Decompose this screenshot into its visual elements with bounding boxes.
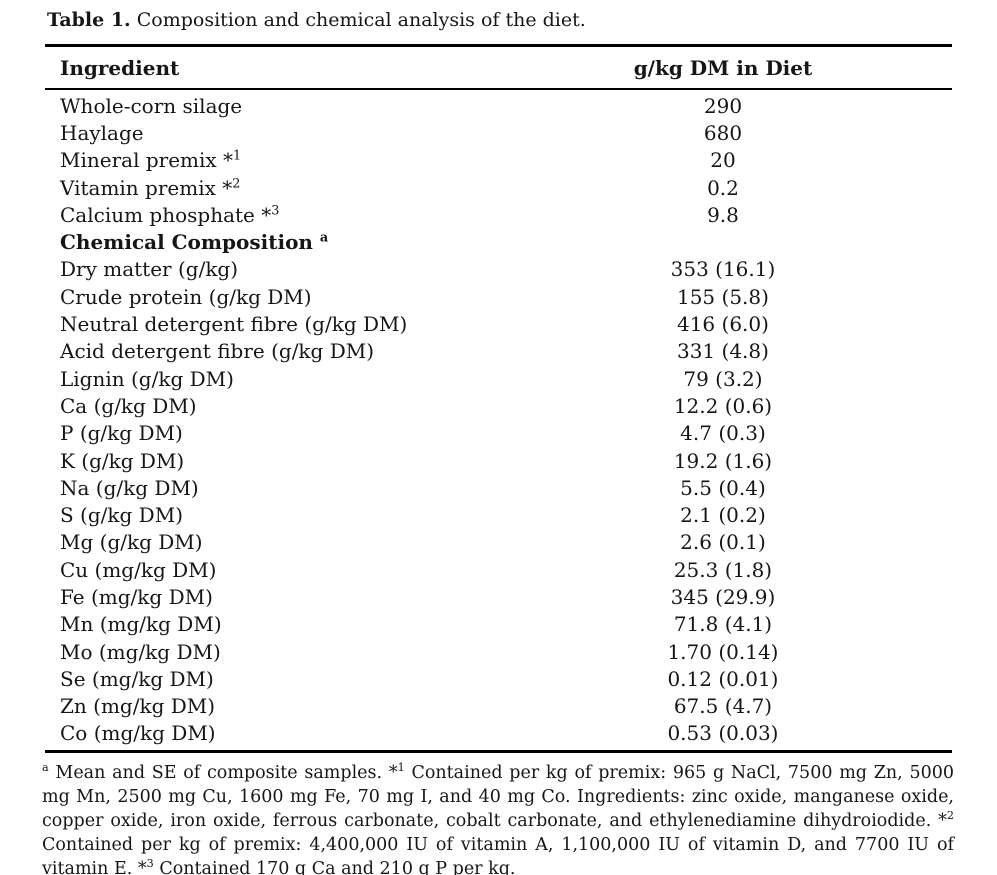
row-value: 2.6 (0.1): [680, 530, 766, 555]
footnote-marker: 2: [232, 175, 241, 191]
footnote-marker: 1: [233, 148, 242, 164]
table-row: Ca (g/kg DM) 12.2 (0.6): [45, 392, 952, 419]
footnote-marker: a: [319, 230, 329, 246]
table-row: K (g/kg DM) 19.2 (1.6): [45, 447, 952, 474]
table-row: Zn (mg/kg DM) 67.5 (4.7): [45, 693, 952, 720]
data-table: Ingredient g/kg DM in Diet Whole-corn si…: [45, 44, 952, 754]
row-ingredient-label: Acid detergent fibre (g/kg DM): [60, 339, 375, 364]
row-ingredient-label: Mo (mg/kg DM): [60, 639, 221, 664]
table-row: Crude protein (g/kg DM) 155 (5.8): [45, 283, 952, 310]
row-value: 0.2: [707, 175, 739, 200]
table-body: Whole-corn silage 290 Haylage 680 Mineral pr…: [45, 90, 952, 750]
row-value: 5.5 (0.4): [680, 475, 766, 500]
table-row: Whole-corn silage 290: [45, 92, 952, 119]
row-value: 331 (4.8): [676, 339, 769, 364]
row-value: 353 (16.1): [670, 257, 776, 282]
row-ingredient-label: Neutral detergent fibre (g/kg DM): [60, 312, 408, 337]
row-ingredient-label: Calcium phosphate *3: [60, 202, 280, 227]
row-value: 2.1 (0.2): [680, 503, 766, 528]
row-ingredient-label: Mineral premix *1: [60, 148, 242, 173]
table-row: Fe (mg/kg DM) 345 (29.9): [45, 583, 952, 610]
row-ingredient-label: Ca (g/kg DM): [60, 393, 197, 418]
row-value: 290: [703, 93, 743, 118]
caption-text: Composition and chemical analysis of the…: [136, 9, 586, 31]
page: Table 1. Composition and chemical analys…: [0, 8, 997, 875]
table-row: S (g/kg DM) 2.1 (0.2): [45, 501, 952, 528]
row-ingredient-label: Haylage: [60, 120, 144, 145]
row-ingredient-label: Mg (g/kg DM): [60, 530, 203, 555]
row-ingredient-label: K (g/kg DM): [60, 448, 185, 473]
table-row: Neutral detergent fibre (g/kg DM) 416 (6.…: [45, 310, 952, 337]
column-header-value: g/kg DM in Diet: [633, 56, 813, 80]
row-ingredient-label: Chemical Composition a: [60, 230, 329, 255]
table-row: Haylage 680: [45, 119, 952, 146]
row-ingredient-label: Fe (mg/kg DM): [60, 584, 213, 609]
table-row: Chemical Composition a: [45, 228, 952, 255]
table-row: Mo (mg/kg DM) 1.70 (0.14): [45, 638, 952, 665]
table-row: Cu (mg/kg DM) 25.3 (1.8): [45, 556, 952, 583]
row-value: 155 (5.8): [676, 284, 769, 309]
row-value: 19.2 (1.6): [673, 448, 773, 473]
table-row: Vitamin premix *2 0.2: [45, 174, 952, 201]
footnote-marker: 3: [146, 857, 154, 871]
row-ingredient-label: Cu (mg/kg DM): [60, 557, 217, 582]
row-value: 680: [703, 120, 743, 145]
row-value: 71.8 (4.1): [673, 612, 773, 637]
table-row: Na (g/kg DM) 5.5 (0.4): [45, 474, 952, 501]
table-row: Co (mg/kg DM) 0.53 (0.03): [45, 720, 952, 747]
row-value: 1.70 (0.14): [667, 639, 779, 664]
table-row: Mg (g/kg DM) 2.6 (0.1): [45, 529, 952, 556]
row-ingredient-label: Co (mg/kg DM): [60, 721, 216, 746]
row-ingredient-label: Whole-corn silage: [60, 93, 243, 118]
table-row: Lignin (g/kg DM) 79 (3.2): [45, 365, 952, 392]
row-ingredient-label: P (g/kg DM): [60, 421, 183, 446]
row-ingredient-label: Zn (mg/kg DM): [60, 694, 216, 719]
row-value: 67.5 (4.7): [673, 694, 773, 719]
row-ingredient-label: Na (g/kg DM): [60, 475, 199, 500]
footnote-marker: 1: [397, 761, 405, 775]
caption-label: Table 1.: [47, 9, 131, 31]
table-row: Se (mg/kg DM) 0.12 (0.01): [45, 665, 952, 692]
row-ingredient-label: Mn (mg/kg DM): [60, 612, 222, 637]
row-ingredient-label: S (g/kg DM): [60, 503, 183, 528]
footnote: a Mean and SE of composite samples. *1 C…: [42, 761, 954, 875]
row-ingredient-label: Se (mg/kg DM): [60, 666, 214, 691]
table-row: Acid detergent fibre (g/kg DM) 331 (4.8): [45, 338, 952, 365]
row-ingredient-label: Lignin (g/kg DM): [60, 366, 234, 391]
table-row: Dry matter (g/kg) 353 (16.1): [45, 256, 952, 283]
row-ingredient-label: Vitamin premix *2: [60, 175, 241, 200]
row-value: 345 (29.9): [670, 584, 776, 609]
row-value: 0.53 (0.03): [667, 721, 779, 746]
table-header-row: Ingredient g/kg DM in Diet: [45, 47, 952, 90]
row-value: 20: [710, 148, 736, 173]
row-value: 25.3 (1.8): [673, 557, 773, 582]
row-value: 9.8: [707, 202, 739, 227]
footnote-marker: 2: [946, 809, 954, 823]
row-value: 416 (6.0): [676, 312, 769, 337]
table-row: Mn (mg/kg DM) 71.8 (4.1): [45, 611, 952, 638]
column-header-ingredient: Ingredient: [60, 56, 180, 80]
footnote-marker: 3: [271, 203, 280, 219]
row-value: 4.7 (0.3): [680, 421, 766, 446]
table-caption: Table 1. Composition and chemical analys…: [47, 8, 977, 32]
table-row: Calcium phosphate *3 9.8: [45, 201, 952, 228]
row-value: 79 (3.2): [683, 366, 763, 391]
row-value: 12.2 (0.6): [673, 393, 773, 418]
row-value: 0.12 (0.01): [667, 666, 779, 691]
table-row: P (g/kg DM) 4.7 (0.3): [45, 420, 952, 447]
table-row: Mineral premix *1 20: [45, 147, 952, 174]
row-ingredient-label: Dry matter (g/kg): [60, 257, 239, 282]
row-ingredient-label: Crude protein (g/kg DM): [60, 284, 312, 309]
footnote-marker: a: [42, 761, 49, 775]
